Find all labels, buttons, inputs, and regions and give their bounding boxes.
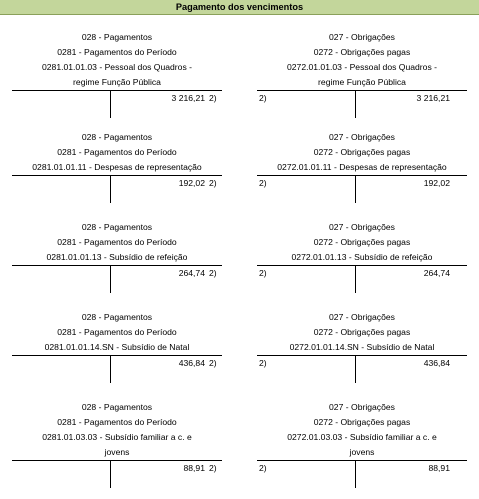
account-class-label: 028 - Pagamentos [81,32,153,42]
account-detail-label: 0281.01.01.11 - Despesas de representaçã… [32,162,202,172]
account-group-label: 0281 - Pagamentos do Período [57,47,177,57]
account-class-label: 028 - Pagamentos [81,132,153,142]
t-account-horizontal-rule [12,90,222,91]
account-class-label: 028 - Pagamentos [81,402,153,412]
t-account-horizontal-rule [257,90,467,91]
amount-value: 192,02 [178,178,205,188]
account-group-label: 0272 - Obrigações pagas [313,417,411,427]
debit-t-account: 028 - Pagamentos 0281 - Pagamentos do Per… [0,131,234,223]
account-group-label: 0281 - Pagamentos do Período [57,417,177,427]
amount-value: 264,74 [178,268,205,278]
account-detail-label: 0281.01.01.14.SN - Subsídio de Natal [44,342,190,352]
entry-reference: 2) [209,93,217,103]
account-detail-label: 0272.01.01.13 - Subsídio de refeição [291,252,433,262]
account-detail-label: jovens [104,447,130,457]
account-group-label: 0272 - Obrigações pagas [313,237,411,247]
account-class-label: 027 - Obrigações [329,312,395,322]
amount-value: 192,02 [423,178,450,188]
account-class-label: 027 - Obrigações [329,32,395,42]
entry-reference: 2) [209,268,217,278]
t-account-vertical-rule [355,460,356,488]
credit-t-account: 027 - Obrigações 0272 - Obrigações pagas 0… [245,131,479,223]
credit-t-account: 027 - Obrigações 0272 - Obrigações pagas 0… [245,401,479,493]
debit-t-account: 028 - Pagamentos 0281 - Pagamentos do Per… [0,401,234,493]
amount-value: 3 216,21 [171,93,205,103]
amount-value: 436,84 [423,358,450,368]
t-account-vertical-rule [355,265,356,293]
t-account-vertical-rule [110,90,111,118]
t-account-horizontal-rule [257,265,467,266]
account-detail-label: 0272.01.01.03 - Pessoal dos Quadros - [286,62,437,72]
credit-t-account: 027 - Obrigações 0272 - Obrigações pagas 0… [245,221,479,313]
credit-t-account: 027 - Obrigações 0272 - Obrigações pagas 0… [245,311,479,403]
account-detail-label: 0281.01.01.13 - Subsídio de refeição [46,252,188,262]
t-account-horizontal-rule [12,175,222,176]
t-account-horizontal-rule [12,265,222,266]
account-detail-label: 0272.01.01.11 - Despesas de representaçã… [277,162,447,172]
t-account-horizontal-rule [12,460,222,461]
t-account-vertical-rule [110,355,111,383]
entry-reference: 2) [209,358,217,368]
account-class-label: 027 - Obrigações [329,402,395,412]
t-account-vertical-rule [355,355,356,383]
t-account-horizontal-rule [257,460,467,461]
entry-reference: 2) [259,178,267,188]
amount-value: 436,84 [178,358,205,368]
account-group-label: 0272 - Obrigações pagas [313,147,411,157]
account-class-label: 027 - Obrigações [329,222,395,232]
t-account-horizontal-rule [12,355,222,356]
account-group-label: 0281 - Pagamentos do Período [57,327,177,337]
account-class-label: 028 - Pagamentos [81,222,153,232]
account-detail-label: 0272.01.01.14.SN - Subsídio de Natal [289,342,435,352]
t-account-vertical-rule [355,90,356,118]
entry-reference: 2) [209,463,217,473]
account-detail-label: jovens [349,447,375,457]
amount-value: 3 216,21 [416,93,450,103]
t-account-vertical-rule [110,265,111,293]
account-class-label: 028 - Pagamentos [81,312,153,322]
entry-reference: 2) [259,358,267,368]
credit-t-account: 027 - Obrigações 0272 - Obrigações pagas 0… [245,31,479,123]
account-detail-label: regime Função Pública [318,77,406,87]
account-group-label: 0281 - Pagamentos do Período [57,147,177,157]
amount-value: 88,91 [428,463,450,473]
debit-t-account: 028 - Pagamentos 0281 - Pagamentos do Per… [0,221,234,313]
entry-reference: 2) [259,93,267,103]
t-account-vertical-rule [110,175,111,203]
sheet-title: Pagamento dos vencimentos [0,0,479,15]
amount-value: 88,91 [183,463,205,473]
debit-t-account: 028 - Pagamentos 0281 - Pagamentos do Per… [0,311,234,403]
account-group-label: 0272 - Obrigações pagas [313,327,411,337]
entry-reference: 2) [259,463,267,473]
amount-value: 264,74 [423,268,450,278]
t-account-horizontal-rule [257,175,467,176]
account-detail-label: 0281.01.03.03 - Subsídio familiar a c. e [42,432,192,442]
account-class-label: 027 - Obrigações [329,132,395,142]
account-group-label: 0281 - Pagamentos do Período [57,237,177,247]
entry-reference: 2) [259,268,267,278]
t-account-vertical-rule [110,460,111,488]
account-detail-label: 0281.01.01.03 - Pessoal dos Quadros - [41,62,192,72]
debit-t-account: 028 - Pagamentos 0281 - Pagamentos do Per… [0,31,234,123]
t-account-vertical-rule [355,175,356,203]
account-group-label: 0272 - Obrigações pagas [313,47,411,57]
t-account-horizontal-rule [257,355,467,356]
entry-reference: 2) [209,178,217,188]
account-detail-label: 0272.01.03.03 - Subsídio familiar a c. e [287,432,437,442]
account-detail-label: regime Função Pública [73,77,161,87]
